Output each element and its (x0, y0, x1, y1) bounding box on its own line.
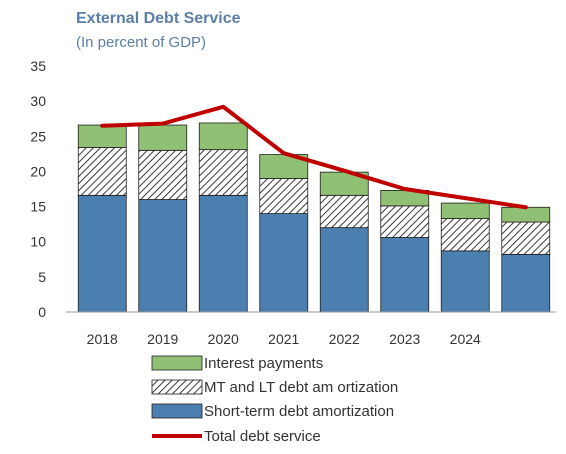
x-tick-label: 2023 (389, 331, 420, 347)
chart-title: External Debt Service (76, 10, 241, 27)
total-debt-service-point (161, 122, 165, 126)
legend-label: MT and LT debt am ortization (204, 379, 398, 396)
bar-segment-mt-and-lt-debt-am-ortization (440, 218, 490, 252)
y-tick-label: 20 (30, 163, 46, 179)
chart-subtitle: (In percent of GDP) (76, 34, 207, 51)
legend-swatch (151, 403, 203, 419)
bar-segment-interest-payments (501, 206, 551, 223)
bar-segment-mt-and-lt-debt-am-ortization (138, 149, 188, 200)
lines-group (100, 104, 528, 210)
legend-label: Total debt service (204, 428, 321, 445)
bar-segment-short-term-debt-amortization (501, 253, 551, 313)
bar-segment-short-term-debt-amortization (198, 194, 248, 313)
bar-segment-short-term-debt-amortization (138, 199, 188, 313)
total-debt-service-point (403, 187, 407, 191)
x-tick-label: 2020 (208, 331, 239, 347)
x-tick-label: 2022 (329, 331, 360, 347)
bars-group (77, 122, 551, 313)
bar-segment-mt-and-lt-debt-am-ortization (259, 178, 309, 214)
bar-segment-short-term-debt-amortization (319, 227, 369, 313)
bar-segment-interest-payments (440, 202, 490, 219)
bar-segment-mt-and-lt-debt-am-ortization (501, 221, 551, 255)
x-axis: 2018 2019 2020 2021 2022 2023 2024 (66, 311, 556, 347)
total-debt-service-line (100, 104, 528, 210)
total-debt-service-point (463, 196, 467, 200)
bar-segment-interest-payments (198, 122, 248, 151)
bar-segment-mt-and-lt-debt-am-ortization (380, 205, 430, 238)
y-tick-label: 0 (38, 304, 46, 320)
bar-segment-mt-and-lt-debt-am-ortization (319, 194, 369, 229)
y-tick-label: 15 (30, 199, 46, 215)
bar-segment-mt-and-lt-debt-am-ortization (198, 149, 248, 196)
y-tick-label: 30 (30, 93, 46, 109)
bar-segment-interest-payments (77, 124, 127, 148)
total-debt-service-point (221, 105, 225, 109)
legend-swatch (151, 379, 203, 395)
y-tick-label: 10 (30, 234, 46, 250)
x-tick-label: 2018 (87, 331, 118, 347)
bar-segment-short-term-debt-amortization (77, 194, 127, 313)
x-tick-label: 2021 (268, 331, 299, 347)
total-debt-service-point (100, 124, 104, 128)
y-axis: 0 5 10 15 20 25 30 35 (30, 58, 46, 320)
legend: Interest payments MT and LT debt am ortiz… (151, 355, 398, 445)
legend-swatch (151, 355, 203, 371)
y-tick-label: 35 (30, 58, 46, 74)
legend-label: Interest payments (204, 355, 323, 372)
y-tick-label: 25 (30, 128, 46, 144)
y-tick-label: 5 (38, 269, 46, 285)
bar-segment-mt-and-lt-debt-am-ortization (77, 147, 127, 196)
total-debt-service-point (524, 205, 528, 209)
legend-label: Short-term debt amortization (204, 403, 394, 420)
x-tick-label: 2024 (450, 331, 481, 347)
total-debt-service-point (342, 169, 346, 173)
bar-segment-interest-payments (138, 124, 188, 151)
bar-segment-short-term-debt-amortization (440, 250, 490, 313)
bar-segment-short-term-debt-amortization (380, 237, 430, 313)
bar-segment-short-term-debt-amortization (259, 213, 309, 313)
total-debt-service-point (282, 151, 286, 155)
x-tick-label: 2019 (147, 331, 178, 347)
